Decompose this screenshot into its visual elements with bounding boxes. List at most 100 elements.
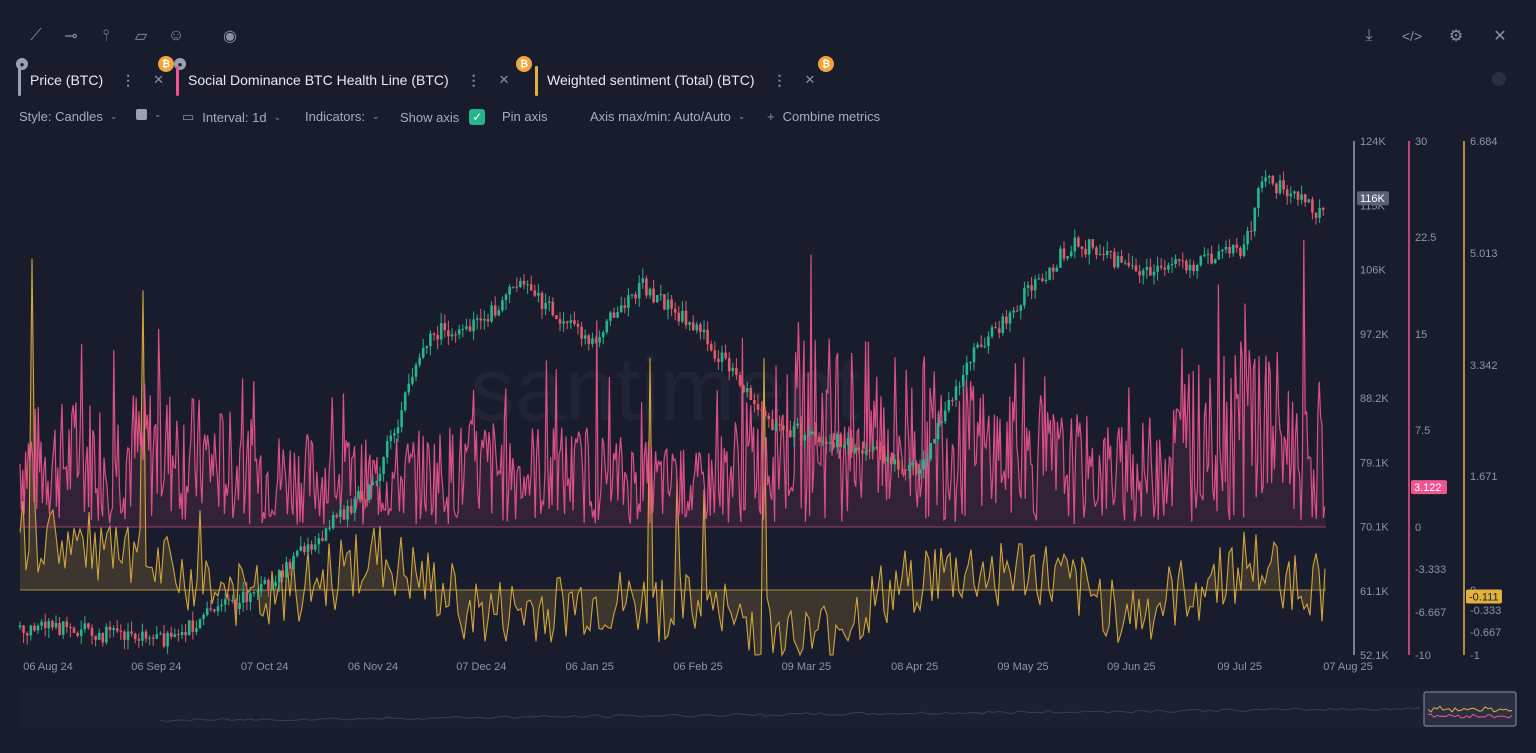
price-candle-body [918,469,922,474]
checkbox-checked-icon[interactable]: ✓ [469,109,486,125]
price-candle-body [1249,230,1253,232]
price-candle-body [367,485,371,500]
social-tick-label: -3.333 [1415,564,1446,576]
tab-menu-icon[interactable]: ⋮ [772,71,787,88]
eye-icon[interactable]: ◉ [223,28,237,45]
price-candle-body [1077,237,1080,247]
line-draw-icon[interactable]: ⟋ [30,27,42,44]
price-candle-body [1213,259,1217,264]
axis-maxmin-select[interactable]: Axis max/min: Auto/Auto ⌄ [590,109,745,124]
price-candle-body [22,625,25,634]
price-candle-body [486,319,490,322]
price-candle-body [933,439,936,444]
price-candle-body [1048,267,1051,280]
price-candle-body [1087,239,1091,255]
price-candle-body [706,329,709,345]
interval-select[interactable]: ▭ Interval: 1d ⌄ [182,109,281,125]
price-candle-body [972,347,976,363]
price-candle-body [583,335,587,339]
status-dot-icon[interactable] [1492,72,1506,86]
price-candle-body [1181,260,1185,262]
price-candle-body [83,623,87,630]
x-tick-label: 07 Oct 24 [241,661,289,673]
tab-social-dominance[interactable]: Social Dominance BTC Health Line (BTC) ⋮… [176,64,510,96]
price-candle-body [807,434,810,436]
price-candle-body [843,445,846,448]
price-candle-body [1066,256,1069,259]
price-candle-body [673,308,677,313]
price-candle-body [976,344,979,348]
price-candle-body [501,300,504,311]
horizontal-line-icon[interactable]: ⊸ [64,28,78,45]
embed-code-icon[interactable]: </> [1401,28,1423,44]
price-candle-body [508,286,511,295]
price-candle-body [763,410,767,417]
price-candle-body [623,305,627,308]
indicators-select[interactable]: Indicators: ⌄ [305,109,380,124]
x-tick-label: 08 Apr 25 [891,661,938,673]
price-candle-body [558,319,562,324]
price-candle-body [810,431,814,435]
download-icon[interactable]: ⤓ [1365,27,1373,44]
price-candle-body [875,446,879,450]
price-candle-body [137,639,141,641]
price-candle-body [1145,266,1149,271]
price-tick-label: 52.1K [1360,650,1389,662]
tab-weighted-sentiment[interactable]: Weighted sentiment (Total) (BTC) ⋮ ✕ [535,64,815,96]
price-candle-body [666,299,670,310]
tab-menu-icon[interactable]: ⋮ [121,71,136,88]
price-candle-body [605,320,609,333]
price-candle-body [317,538,321,545]
sentiment-last-label: -0.111 [1469,592,1499,604]
price-candle-body [195,628,198,632]
price-candle-body [922,459,925,470]
tab-menu-icon[interactable]: ⋮ [466,71,481,88]
pin-axis-button[interactable]: Pin axis [502,109,548,124]
combine-metrics-button[interactable]: + Combine metrics [767,109,880,124]
tab-price[interactable]: Price (BTC) ⋮ ✕ [18,64,164,96]
tab-close-icon[interactable]: ✕ [153,72,165,87]
price-candle-body [1156,265,1159,272]
price-candle-body [551,301,555,316]
style-select[interactable]: Style: Candles ⌄ [19,109,117,124]
price-candle-body [504,294,508,301]
sentiment-line [19,258,1326,657]
emoji-icon[interactable]: ☺ [167,27,185,44]
tab-close-icon[interactable]: ✕ [804,72,816,87]
price-candle-body [749,387,753,400]
price-candle-body [515,286,519,288]
price-candle-body [634,294,637,299]
price-candle-body [990,327,994,337]
note-icon[interactable]: ▱ [134,28,148,45]
price-candle-body [663,294,666,310]
price-candle-body [544,302,547,310]
price-candle-body [1131,265,1134,267]
price-candle-body [1275,183,1278,194]
bitcoin-icon: ₿ [158,56,174,72]
social-area-fill [20,239,1326,527]
price-candle-body [767,416,771,420]
close-icon[interactable]: ✕ [1493,28,1507,45]
tab-close-icon[interactable]: ✕ [498,72,510,87]
price-candle-body [65,621,69,628]
show-axis-toggle[interactable]: Show axis ✓ [400,109,486,125]
price-candle-body [771,419,774,431]
price-candle-body [33,625,36,631]
price-candle-body [738,375,742,386]
price-candle-body [389,435,393,442]
price-candle-body [911,462,915,465]
price-candle-body [1134,265,1138,272]
color-select[interactable]: ⌄ [136,109,162,120]
price-candle-body [295,550,299,556]
navigator-group[interactable] [20,688,1517,728]
price-candle-body [522,280,526,285]
settings-gear-icon[interactable]: ⚙ [1448,28,1464,45]
price-candle-body [717,358,720,362]
price-candle-body [1012,310,1015,313]
vertical-line-icon[interactable]: ⫯ [102,27,110,44]
tab-color-bar [18,66,21,96]
price-candle-body [565,321,569,323]
price-candle-body [1001,316,1005,333]
price-candle-body [907,464,911,471]
